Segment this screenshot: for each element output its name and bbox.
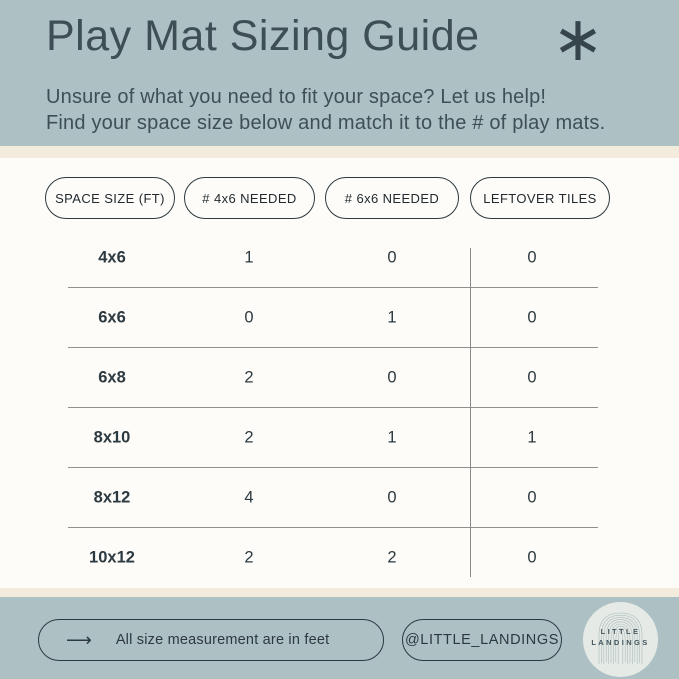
row-divider [68,527,598,528]
subtitle: Unsure of what you need to fit your spac… [46,84,605,136]
row-divider [68,467,598,468]
cell-6x6-needed: 0 [387,368,397,387]
cell-4x6-needed: 2 [244,428,254,447]
table-row: 8x12 4 0 0 [0,468,679,528]
cell-leftover-tiles: 0 [527,548,537,567]
cell-leftover-tiles: 0 [527,368,537,387]
subtitle-line-1: Unsure of what you need to fit your spac… [46,86,547,108]
cell-leftover-tiles: 0 [527,248,537,267]
logo-line-1: LITTLE [600,627,641,636]
cell-6x6-needed: 1 [387,308,397,327]
row-divider [68,407,598,408]
sizing-table: SPACE SIZE (FT) # 4x6 NEEDED # 6x6 NEEDE… [0,158,679,588]
column-header-4x6-needed: # 4x6 NEEDED [184,177,315,219]
cell-4x6-needed: 0 [244,308,254,327]
cell-space-size: 10x12 [89,548,135,567]
table-row: 8x10 2 1 1 [0,408,679,468]
row-divider [68,287,598,288]
table-row: 10x12 2 2 0 [0,528,679,588]
asterisk-icon: ∗ [552,2,604,75]
cell-space-size: 8x12 [93,488,131,507]
cell-leftover-tiles: 1 [527,428,537,447]
social-handle-pill: @LITTLE_LANDINGS [402,619,562,661]
cell-4x6-needed: 2 [244,368,254,387]
measurement-note-text: All size measurement are in feet [115,632,330,648]
cell-space-size: 8x10 [93,428,131,447]
page-title: Play Mat Sizing Guide [46,12,480,60]
cell-4x6-needed: 2 [244,548,254,567]
leftover-column-divider [470,248,471,577]
column-header-6x6-needed: # 6x6 NEEDED [325,177,459,219]
cell-6x6-needed: 0 [387,488,397,507]
divider-band-bottom [0,588,679,597]
cell-space-size: 6x6 [98,308,126,327]
cell-space-size: 6x8 [98,368,126,387]
table-row: 4x6 1 0 0 [0,228,679,288]
cell-6x6-needed: 0 [387,248,397,267]
arch-lines-icon [598,612,643,664]
cell-6x6-needed: 2 [387,548,397,567]
little-landings-logo: LITTLE LANDINGS [583,602,658,677]
cell-4x6-needed: 1 [244,248,254,267]
cell-leftover-tiles: 0 [527,488,537,507]
logo-wordmark: LITTLE LANDINGS [583,626,658,648]
column-header-leftover-tiles: LEFTOVER TILES [470,177,610,219]
table-row: 6x8 2 0 0 [0,348,679,408]
table-row: 6x6 0 1 0 [0,288,679,348]
divider-band-top [0,146,679,158]
cell-space-size: 4x6 [98,248,126,267]
measurement-note-pill: ⟶ All size measurement are in feet [38,619,384,661]
header: Play Mat Sizing Guide ∗ Unsure of what y… [0,0,679,146]
social-handle-text: @LITTLE_LANDINGS [404,632,560,648]
footer: ⟶ All size measurement are in feet @LITT… [0,597,679,679]
cell-6x6-needed: 1 [387,428,397,447]
row-divider [68,347,598,348]
logo-line-2: LANDINGS [591,638,650,647]
cell-4x6-needed: 4 [244,488,254,507]
long-arrow-icon: ⟶ [66,629,92,651]
cell-leftover-tiles: 0 [527,308,537,327]
subtitle-line-2: Find your space size below and match it … [46,112,606,134]
column-header-space-size: SPACE SIZE (FT) [45,177,175,219]
